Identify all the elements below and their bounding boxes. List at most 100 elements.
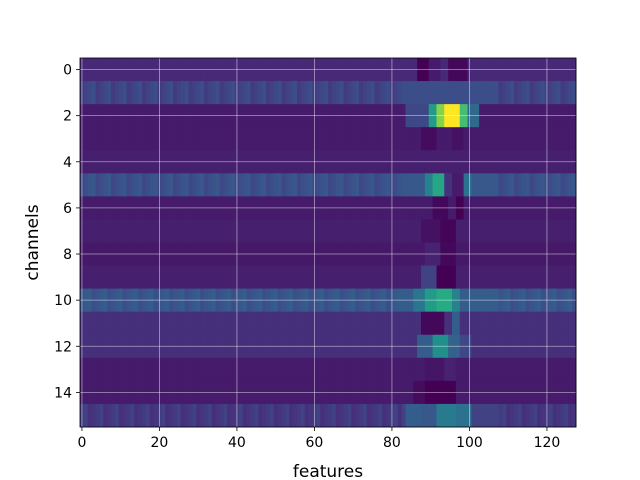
x-axis-ticks: 0 20 40 60 80 100 120 <box>77 427 560 451</box>
heatmap-cell <box>285 403 290 428</box>
heatmap-cell <box>525 81 530 105</box>
heatmap-cell <box>393 81 399 105</box>
heatmap-cell <box>413 357 418 382</box>
heatmap-cell <box>517 173 523 197</box>
heatmap-cell <box>192 357 197 382</box>
heatmap-cell <box>359 403 364 428</box>
heatmap-cell <box>293 173 298 197</box>
heatmap-cell <box>331 173 337 197</box>
heatmap-cell <box>126 81 131 105</box>
heatmap-cell <box>308 403 313 428</box>
heatmap-cell <box>188 127 193 151</box>
heatmap-cell <box>471 173 476 197</box>
heatmap-cell <box>99 357 104 382</box>
heatmap-cell <box>409 265 414 290</box>
heatmap-cell <box>366 81 372 105</box>
heatmap-cell <box>537 173 542 197</box>
heatmap-cell <box>196 173 201 197</box>
heatmap-cell <box>498 403 503 428</box>
heatmap-cell <box>564 219 569 243</box>
heatmap-cell <box>277 403 282 428</box>
heatmap-cell <box>331 81 337 105</box>
heatmap-cell <box>215 403 220 428</box>
heatmap-cell <box>118 81 124 105</box>
heatmap-cell <box>200 357 205 382</box>
heatmap-cell <box>339 357 344 382</box>
heatmap-cell <box>204 311 209 336</box>
heatmap-cell <box>103 173 108 197</box>
heatmap-cell <box>184 127 189 151</box>
heatmap-cell <box>548 311 554 336</box>
y-tick-label: 14 <box>54 385 72 401</box>
heatmap-cell <box>479 173 484 197</box>
heatmap-cell <box>413 311 418 336</box>
heatmap-cell <box>320 81 325 105</box>
heatmap-cell <box>436 357 441 382</box>
heatmap-cell <box>355 357 360 382</box>
heatmap-cell <box>188 219 193 243</box>
heatmap-cell <box>204 357 209 382</box>
heatmap-cell <box>351 173 356 197</box>
heatmap-cell <box>107 311 112 336</box>
heatmap-cell <box>173 219 178 243</box>
heatmap-cell <box>145 81 151 105</box>
heatmap-cell <box>269 311 275 336</box>
heatmap-cell <box>293 127 298 151</box>
heatmap-cell <box>320 265 325 290</box>
heatmap-cell <box>87 265 93 290</box>
heatmap-cell <box>475 173 480 197</box>
heatmap-cell <box>262 219 267 243</box>
heatmap-cell <box>250 127 255 151</box>
heatmap-cell <box>417 127 422 151</box>
heatmap-cell <box>285 219 290 243</box>
heatmap-cell <box>130 311 135 336</box>
heatmap-cell <box>153 265 158 290</box>
heatmap-cell <box>335 357 341 382</box>
heatmap-cell <box>180 127 186 151</box>
heatmap-cell <box>215 357 220 382</box>
heatmap-cell <box>440 81 445 105</box>
x-tick-label: 20 <box>151 435 169 451</box>
heatmap-cell <box>428 127 434 151</box>
heatmap-cell <box>238 357 244 382</box>
heatmap-cell <box>560 127 565 151</box>
heatmap-cell <box>386 127 391 151</box>
heatmap-cell <box>223 81 228 105</box>
heatmap-cell <box>95 403 100 428</box>
heatmap-cell <box>254 127 259 151</box>
heatmap-cell <box>568 219 573 243</box>
heatmap-cell <box>393 265 399 290</box>
heatmap-cell <box>269 173 275 197</box>
heatmap-cell <box>215 311 220 336</box>
heatmap-cell <box>370 311 375 336</box>
heatmap-cell <box>514 81 519 105</box>
heatmap-cell <box>343 173 348 197</box>
heatmap-cell <box>300 311 306 336</box>
heatmap-cell <box>130 173 135 197</box>
heatmap-cell <box>572 219 577 243</box>
y-tick-label: 4 <box>63 155 72 171</box>
heatmap-cell <box>378 357 383 382</box>
heatmap-cell <box>266 357 271 382</box>
heatmap-cell <box>254 173 259 197</box>
heatmap-cell <box>452 127 457 151</box>
heatmap-cell <box>335 173 341 197</box>
heatmap-cell <box>122 81 127 105</box>
heatmap-cell <box>262 81 267 105</box>
heatmap-cell <box>494 403 499 428</box>
heatmap-cell <box>165 173 170 197</box>
heatmap-cell <box>502 357 507 382</box>
heatmap-cell <box>455 127 461 151</box>
heatmap-cell <box>541 311 546 336</box>
heatmap-cell <box>455 219 461 243</box>
heatmap-cell <box>293 219 298 243</box>
heatmap-cell <box>401 81 406 105</box>
heatmap-cell <box>142 311 147 336</box>
heatmap-cell <box>471 403 476 428</box>
heatmap-cell <box>242 265 248 290</box>
heatmap-cell <box>521 311 527 336</box>
heatmap-cell <box>219 219 224 243</box>
heatmap-cell <box>343 81 348 105</box>
heatmap-cell <box>266 403 271 428</box>
heatmap-cell <box>401 403 406 428</box>
